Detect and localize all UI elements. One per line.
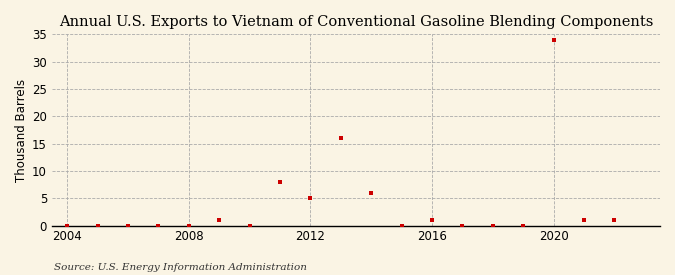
Text: Source: U.S. Energy Information Administration: Source: U.S. Energy Information Administ… [54,263,307,272]
Point [518,224,529,228]
Point [366,191,377,195]
Point [214,218,225,222]
Point [578,218,589,222]
Point [153,224,164,228]
Point [61,224,72,228]
Point [548,38,559,42]
Point [609,218,620,222]
Point [487,224,498,228]
Point [396,224,407,228]
Point [244,224,255,228]
Point [275,180,286,184]
Point [427,218,437,222]
Title: Annual U.S. Exports to Vietnam of Conventional Gasoline Blending Components: Annual U.S. Exports to Vietnam of Conven… [59,15,653,29]
Point [305,196,316,200]
Y-axis label: Thousand Barrels: Thousand Barrels [15,78,28,182]
Point [335,136,346,140]
Point [92,224,103,228]
Point [184,224,194,228]
Point [123,224,134,228]
Point [457,224,468,228]
